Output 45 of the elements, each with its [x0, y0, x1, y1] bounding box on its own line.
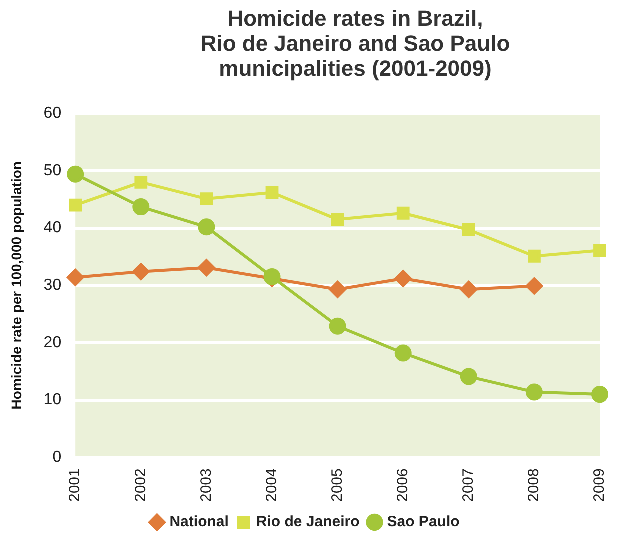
x-tick-label: 2001 — [66, 468, 84, 502]
x-tick-label: 2006 — [394, 468, 412, 502]
point — [394, 344, 412, 362]
legend-label: National — [170, 514, 229, 531]
point — [266, 186, 279, 200]
y-tick-label: 0 — [52, 449, 62, 466]
chart-title: Homicide rates in Brazil, Rio de Janeiro and Sao Paulo municipalities (2001-2009) — [200, 6, 512, 81]
point — [594, 244, 606, 258]
point — [460, 281, 478, 298]
x-tick-label: 2004 — [263, 468, 280, 502]
y-axis-title: Homicide rate per 100,000 population — [8, 162, 24, 410]
y-tick-label: 20 — [44, 334, 62, 352]
point — [67, 269, 84, 286]
point — [592, 386, 608, 404]
point — [460, 368, 478, 386]
point — [329, 318, 346, 335]
x-tick-label: 2007 — [460, 468, 478, 502]
y-tick-label: 30 — [44, 277, 62, 294]
x-tick-label: 2008 — [526, 468, 543, 502]
point — [200, 192, 214, 206]
point — [132, 198, 150, 216]
x-tick-label: 2003 — [198, 468, 215, 502]
point — [134, 176, 148, 189]
point — [329, 281, 346, 298]
point — [526, 278, 543, 295]
point — [528, 250, 541, 263]
point — [198, 259, 216, 276]
x-tick-label: 2005 — [328, 468, 346, 502]
point — [331, 213, 344, 226]
point — [198, 218, 216, 236]
point — [67, 166, 84, 183]
point — [394, 270, 412, 288]
y-tick-label: 60 — [44, 105, 62, 122]
x-tick-label: 2009 — [591, 468, 608, 502]
legend-label: Sao Paulo — [387, 514, 460, 531]
point — [132, 263, 150, 280]
y-tick-label: 50 — [44, 162, 62, 180]
y-tick-label: 10 — [44, 392, 62, 409]
point — [462, 224, 476, 236]
x-tick-label: 2002 — [132, 468, 150, 502]
point — [69, 198, 82, 212]
point — [396, 206, 410, 220]
legend-label: Rio de Janeiro — [256, 514, 360, 531]
point — [526, 384, 543, 401]
y-tick-label: 40 — [44, 220, 62, 237]
